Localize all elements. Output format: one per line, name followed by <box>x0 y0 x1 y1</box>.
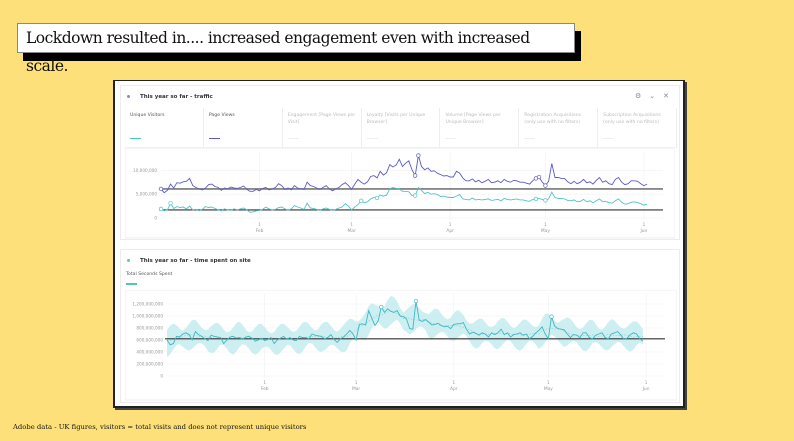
x-tick-month: Apr <box>446 228 454 234</box>
anomaly-marker <box>359 198 364 203</box>
metric-tab[interactable]: Registration Acquisitions (only use with… <box>519 108 599 147</box>
x-tick-month: Apr <box>450 386 458 392</box>
x-tick-month: May <box>541 228 550 234</box>
y-tick-label: 200,000,000 <box>136 362 163 367</box>
anomaly-marker <box>549 314 554 319</box>
metric-label: Total Seconds Spent <box>126 272 173 277</box>
y-tick-label: 10,000,000 <box>133 168 157 173</box>
series-line-total-seconds-spent <box>166 300 644 346</box>
x-tick-month: Mar <box>352 386 360 392</box>
x-tick-month: Feb <box>256 228 264 234</box>
metric-label: Volume [Page Views per Unique Browser] <box>445 113 501 125</box>
series-line-unique-visitors <box>160 186 648 213</box>
x-tick-label: 1 <box>544 222 547 227</box>
anomaly-marker <box>416 153 421 158</box>
chevron-down-icon[interactable]: ⌄ <box>649 92 656 100</box>
x-tick-month: Mar <box>347 228 355 234</box>
anomaly-marker <box>413 173 418 178</box>
metric-tab-total-seconds[interactable]: Total Seconds Spent <box>126 272 172 285</box>
y-tick-label: 0 <box>154 216 157 221</box>
metric-tab[interactable]: Page Views <box>204 108 283 147</box>
x-tick-month: May <box>544 386 553 392</box>
metric-tab[interactable]: Volume [Page Views per Unique Browser] <box>440 108 520 147</box>
x-tick-label: 1 <box>645 380 648 385</box>
metric-label: Unique Visitors <box>130 113 165 118</box>
metric-swatch <box>287 137 299 139</box>
headline: Lockdown resulted in.... increased engag… <box>17 23 575 75</box>
x-tick-month: Jun <box>642 386 650 392</box>
metric-tab[interactable]: Unique Visitors <box>125 108 204 147</box>
anomaly-marker <box>413 298 419 304</box>
anomaly-marker <box>413 193 418 198</box>
headline-card: Lockdown resulted in.... increased engag… <box>17 23 581 75</box>
metric-tab[interactable]: Engagement [Page Views per Visit] <box>283 108 362 147</box>
metric-tab[interactable]: Loyalty [Visits per Unique Browser] <box>362 108 441 147</box>
panel-title-text: This year so far - time spent on site <box>140 258 251 264</box>
x-tick-label: 1 <box>547 380 550 385</box>
x-tick-label: 1 <box>350 222 353 227</box>
metric-swatch <box>445 137 457 139</box>
x-tick-label: 1 <box>452 380 455 385</box>
anomaly-marker <box>158 186 164 192</box>
anomaly-marker <box>374 195 380 201</box>
metric-swatch <box>208 137 220 139</box>
metric-label: Registration Acquisitions (only use with… <box>524 113 582 125</box>
confidence-band <box>167 295 643 358</box>
status-dot-icon <box>127 95 130 98</box>
anomaly-marker <box>533 196 539 202</box>
anomaly-marker <box>158 206 164 212</box>
x-tick-month: Feb <box>261 386 269 392</box>
y-tick-label: 400,000,000 <box>136 350 163 355</box>
metric-label: Subscription Acquisitions (only use with… <box>603 113 661 125</box>
metric-label: Loyalty [Visits per Unique Browser] <box>366 113 426 125</box>
metric-label: Engagement [Page Views per Visit] <box>287 113 356 125</box>
y-tick-label: 5,000,000 <box>136 192 158 197</box>
x-tick-label: 1 <box>449 222 452 227</box>
status-dot-icon <box>127 259 130 262</box>
panel-title: This year so far - traffic <box>127 94 213 100</box>
panel-title: This year so far - time spent on site <box>127 258 251 264</box>
x-tick-label: 1 <box>355 380 358 385</box>
x-tick-label: 1 <box>643 222 646 227</box>
x-tick-label: 1 <box>258 222 261 227</box>
traffic-panel: This year so far - traffic ⚙ ⌄ ✕ Unique … <box>120 85 680 240</box>
anomaly-marker <box>536 174 542 180</box>
y-tick-label: 0 <box>160 374 163 379</box>
anomaly-marker <box>379 304 384 310</box>
y-tick-label: 1,200,000,000 <box>132 302 163 307</box>
x-tick-label: 1 <box>263 380 266 385</box>
panel-controls: ⚙ ⌄ ✕ <box>635 92 669 100</box>
y-tick-label: 600,000,000 <box>136 338 163 343</box>
dashboard-screenshot: This year so far - traffic ⚙ ⌄ ✕ Unique … <box>113 80 685 408</box>
series-line-page-views <box>160 155 648 194</box>
metric-swatch <box>126 283 137 285</box>
plot-frame <box>125 148 675 239</box>
anomaly-marker <box>543 198 548 203</box>
time-spent-panel: This year so far - time spent on site To… <box>120 249 680 403</box>
footnote: Adobe data - UK figures, visitors = tota… <box>13 423 307 431</box>
close-icon[interactable]: ✕ <box>663 92 669 100</box>
metric-swatch <box>603 137 615 139</box>
time-spent-chart: 0 200,000,000 400,000,000 600,000,000 800,00… <box>125 290 677 401</box>
metric-swatch <box>130 137 141 139</box>
y-tick-label: 800,000,000 <box>136 326 163 331</box>
gear-icon[interactable]: ⚙ <box>634 92 642 100</box>
anomaly-marker <box>168 201 173 206</box>
metric-tab[interactable]: Subscription Acquisitions (only use with… <box>598 108 678 147</box>
metric-swatch <box>366 137 378 139</box>
metric-swatch <box>524 137 536 139</box>
anomaly-marker <box>543 183 548 188</box>
panel-title-text: This year so far - traffic <box>140 94 213 100</box>
metric-tabs: Unique Visitors Page Views Engagement [Pag… <box>125 108 678 148</box>
y-tick-label: 1,000,000,000 <box>132 314 163 319</box>
metric-label: Page Views <box>208 113 235 118</box>
x-tick-month: Jun <box>639 228 647 234</box>
